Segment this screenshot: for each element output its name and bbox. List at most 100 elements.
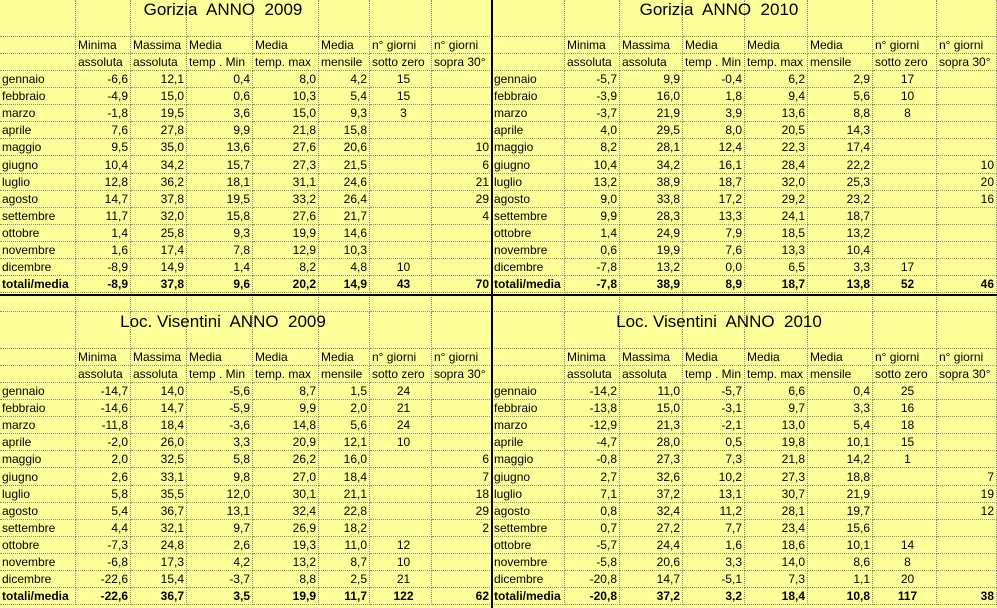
value-cell: 13,6 bbox=[745, 105, 808, 123]
value-cell: 13,1 bbox=[187, 502, 253, 520]
cell bbox=[253, 295, 319, 312]
value-cell: -22,6 bbox=[76, 588, 131, 606]
table-title: Gorizia ANNO 2009 bbox=[143, 0, 303, 19]
value-cell: 27,3 bbox=[620, 451, 683, 469]
value-cell: 14 bbox=[873, 536, 937, 554]
value-cell: 7,7 bbox=[683, 519, 745, 537]
cell bbox=[808, 312, 873, 332]
value-cell: 31,1 bbox=[253, 173, 319, 191]
cell bbox=[370, 0, 432, 20]
value-cell bbox=[937, 122, 997, 140]
cell bbox=[76, 295, 131, 312]
value-cell: 7 bbox=[432, 468, 492, 486]
value-cell: 10,4 bbox=[76, 156, 131, 174]
value-cell: 21 bbox=[370, 400, 432, 418]
value-cell: 10,3 bbox=[253, 88, 319, 106]
value-cell bbox=[937, 400, 997, 418]
value-cell: 18,7 bbox=[683, 173, 745, 191]
cell bbox=[620, 0, 683, 20]
cell bbox=[683, 312, 745, 332]
value-cell: 33,8 bbox=[620, 190, 683, 208]
header-cell: Minima bbox=[76, 37, 131, 54]
row-label: giugno bbox=[0, 156, 76, 174]
value-cell: 0,0 bbox=[683, 259, 745, 277]
value-cell: 4,2 bbox=[319, 71, 370, 89]
value-cell: 37,8 bbox=[131, 190, 187, 208]
header-cell: assoluta bbox=[131, 54, 187, 71]
value-cell: 21,7 bbox=[319, 207, 370, 225]
value-cell: 5,4 bbox=[319, 88, 370, 106]
header-cell: Media bbox=[808, 37, 873, 54]
value-cell: 6 bbox=[432, 156, 492, 174]
value-cell: 8,7 bbox=[319, 554, 370, 572]
value-cell: 62 bbox=[432, 588, 492, 606]
value-cell: 13,2 bbox=[620, 259, 683, 277]
value-cell: 14,2 bbox=[808, 451, 873, 469]
value-cell: 7,6 bbox=[683, 242, 745, 260]
cell bbox=[492, 0, 565, 20]
value-cell: 18,7 bbox=[808, 207, 873, 225]
value-cell: 8,8 bbox=[253, 571, 319, 589]
value-cell: 22,2 bbox=[808, 156, 873, 174]
header-cell: Media bbox=[745, 37, 808, 54]
value-cell: 52 bbox=[873, 276, 937, 294]
value-cell bbox=[370, 207, 432, 225]
value-cell bbox=[432, 88, 492, 106]
value-cell: 32,5 bbox=[131, 451, 187, 469]
value-cell: 0,4 bbox=[808, 383, 873, 401]
value-cell: 9,6 bbox=[187, 276, 253, 294]
value-cell: 7,3 bbox=[683, 451, 745, 469]
row-label: novembre bbox=[492, 242, 565, 260]
row-label: settembre bbox=[492, 207, 565, 225]
value-cell: 22,8 bbox=[319, 502, 370, 520]
value-cell: 1,4 bbox=[565, 224, 620, 242]
header-cell: sopra 30° bbox=[432, 54, 492, 71]
cell bbox=[620, 20, 683, 37]
value-cell: 12,1 bbox=[131, 71, 187, 89]
value-cell bbox=[937, 383, 997, 401]
value-cell: 7 bbox=[937, 468, 997, 486]
value-cell: 21,1 bbox=[319, 485, 370, 503]
header-cell: sopra 30° bbox=[937, 54, 997, 71]
value-cell: 9,4 bbox=[745, 88, 808, 106]
value-cell: 32,1 bbox=[131, 519, 187, 537]
cell bbox=[745, 0, 808, 20]
row-label: ottobre bbox=[492, 536, 565, 554]
cell bbox=[432, 332, 492, 349]
value-cell: 26,4 bbox=[319, 190, 370, 208]
value-cell: 24,1 bbox=[745, 207, 808, 225]
value-cell: 2,6 bbox=[76, 468, 131, 486]
value-cell bbox=[432, 122, 492, 140]
value-cell: -0,8 bbox=[565, 451, 620, 469]
cell bbox=[76, 20, 131, 37]
value-cell: 18,7 bbox=[745, 276, 808, 294]
row-label: dicembre bbox=[492, 571, 565, 589]
value-cell: 21,9 bbox=[808, 485, 873, 503]
header-cell: temp. max bbox=[253, 54, 319, 71]
value-cell: 10,8 bbox=[808, 588, 873, 606]
value-cell: 35,0 bbox=[131, 139, 187, 157]
header-cell: Media bbox=[187, 37, 253, 54]
value-cell: 25,8 bbox=[131, 224, 187, 242]
row-label: ottobre bbox=[0, 224, 76, 242]
value-cell: 5,8 bbox=[76, 485, 131, 503]
value-cell: -5,1 bbox=[683, 571, 745, 589]
header-cell: assoluta bbox=[131, 366, 187, 383]
row-label: aprile bbox=[0, 122, 76, 140]
value-cell bbox=[432, 417, 492, 435]
header-cell: Minima bbox=[76, 349, 131, 366]
cell bbox=[492, 312, 565, 332]
value-cell: 15,4 bbox=[131, 571, 187, 589]
value-cell: 33,1 bbox=[131, 468, 187, 486]
separator bbox=[0, 294, 997, 296]
value-cell bbox=[432, 400, 492, 418]
value-cell: 16 bbox=[873, 400, 937, 418]
value-cell: 10,1 bbox=[808, 434, 873, 452]
value-cell: 8,0 bbox=[683, 122, 745, 140]
value-cell: 4,0 bbox=[565, 122, 620, 140]
value-cell: 13,0 bbox=[745, 417, 808, 435]
cell bbox=[745, 312, 808, 332]
value-cell: 19,9 bbox=[253, 588, 319, 606]
cell bbox=[432, 20, 492, 37]
row-label: febbraio bbox=[0, 400, 76, 418]
